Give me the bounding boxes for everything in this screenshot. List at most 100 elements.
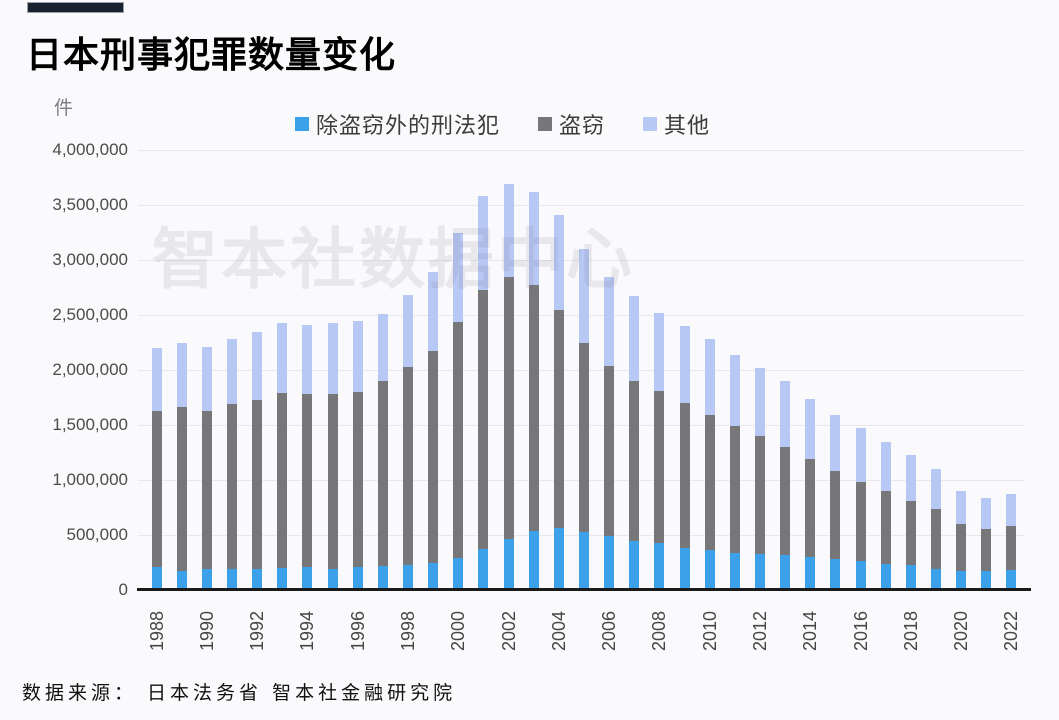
bar-2001 [478,196,489,590]
bar-segment [981,571,992,590]
bar-segment [830,471,841,560]
legend-label-non-theft: 除盗窃外的刑法犯 [316,113,501,138]
legend-item-non-theft: 除盗窃外的刑法犯 [295,108,500,140]
bar-segment [176,570,187,590]
bar-segment [227,339,237,405]
bar-segment [377,381,388,567]
bar-2010 [704,339,715,590]
bar-2014 [805,398,816,590]
y-tick-label: 2,500,000 [52,305,128,324]
bar-segment [704,339,715,416]
bar-segment [327,394,338,570]
bar-2005 [579,249,589,590]
bar-segment [428,563,439,590]
bar-segment [755,367,765,437]
bar-segment [277,568,288,590]
bar-segment [805,557,816,590]
bar-2018 [905,454,916,590]
x-tick-label: 1994 [297,610,318,652]
bar-segment [604,535,615,590]
bar-segment [654,390,665,543]
x-tick-label: 2002 [498,610,519,652]
bar-1997 [377,313,388,590]
bar-segment [905,500,916,566]
bar-segment [252,399,263,569]
bar-segment [629,540,640,590]
bar-2012 [755,367,765,590]
bar-segment [830,559,841,590]
bar-2011 [729,354,740,590]
bar-segment [478,196,489,290]
bar-segment [327,569,338,590]
bar-segment [428,272,439,352]
bar-segment [352,392,363,568]
bar-segment [780,555,791,590]
bar-1994 [302,324,313,590]
bar-segment [528,285,539,532]
bar-segment [905,565,916,590]
bar-segment [403,366,413,565]
bar-1999 [428,272,439,590]
x-tick-label: 2020 [951,610,972,652]
bar-2013 [780,381,791,590]
bar-segment [880,563,891,590]
bar-segment [981,497,992,529]
bar-segment [729,426,740,553]
legend-item-theft: 盗窃 [538,108,605,140]
bar-segment [654,542,665,590]
bar-segment [428,351,439,564]
y-tick-label: 0 [118,580,128,599]
y-axis: 0 500,000 1,000,000 1,500,000 2,000,000 2,500… [0,141,132,599]
bar-segment [780,447,791,556]
bar-segment [151,567,162,590]
bar-segment [252,331,263,400]
gridline [138,150,1024,151]
bar-segment [855,428,866,483]
bar-1995 [327,322,338,590]
bar-segment [579,531,589,590]
bar-1988 [151,348,162,590]
x-tick-label: 2006 [599,610,620,652]
bar-2004 [553,214,564,590]
bar-segment [931,508,941,569]
bar-segment [302,324,313,395]
y-tick-label: 3,500,000 [52,195,128,214]
legend-item-other: 其他 [643,108,710,140]
bar-segment [503,184,514,277]
bar-2006 [604,276,615,590]
bar-segment [855,482,866,562]
x-tick-label: 2004 [548,610,569,652]
bar-segment [704,550,715,590]
y-tick-label: 2,000,000 [52,360,128,379]
y-tick-label: 4,000,000 [52,140,128,159]
x-tick-label: 2000 [448,610,469,652]
bar-segment [151,348,162,411]
bar-1998 [403,295,413,590]
bar-2015 [830,415,841,590]
bar-segment [1006,494,1017,527]
bar-segment [880,491,891,564]
bar-segment [403,564,413,590]
bar-2019 [931,469,941,590]
y-tick-label: 1,500,000 [52,415,128,434]
bar-segment [377,313,388,382]
accent-bar [27,2,124,13]
bar-2003 [528,191,539,590]
x-tick-label: 2012 [750,610,770,652]
bar-2009 [679,326,690,590]
bar-2021 [981,497,992,590]
bar-segment [201,346,212,411]
bar-1989 [176,342,187,590]
bar-segment [453,321,464,558]
bar-segment [176,407,187,571]
x-tick-label: 1990 [196,610,217,652]
bar-segment [629,296,640,381]
bar-segment [503,539,514,590]
bar-segment [327,322,338,395]
legend-swatch-non-theft-icon [295,117,309,131]
bar-segment [201,410,212,570]
legend-swatch-theft-icon [538,117,553,131]
bar-segment [277,393,288,568]
bar-segment [679,326,690,404]
